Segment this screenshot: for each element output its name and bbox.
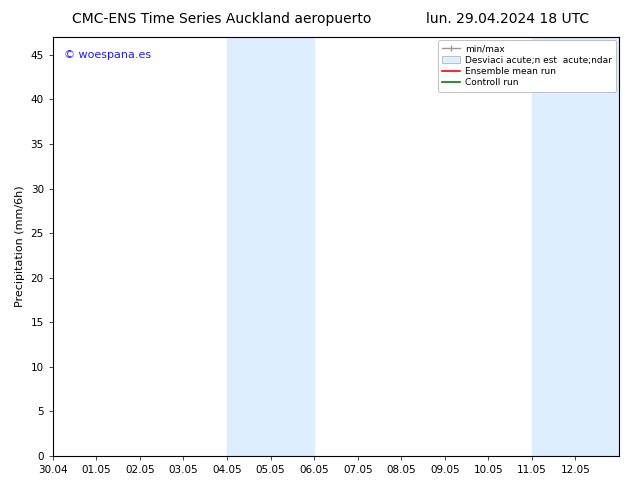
Bar: [227, 37, 314, 456]
Text: CMC-ENS Time Series Auckland aeropuerto: CMC-ENS Time Series Auckland aeropuerto: [72, 12, 372, 26]
Text: © woespana.es: © woespana.es: [64, 49, 152, 60]
Bar: [532, 37, 619, 456]
Text: lun. 29.04.2024 18 UTC: lun. 29.04.2024 18 UTC: [425, 12, 589, 26]
Y-axis label: Precipitation (mm/6h): Precipitation (mm/6h): [15, 186, 25, 307]
Legend: min/max, Desviaci acute;n est  acute;ndar, Ensemble mean run, Controll run: min/max, Desviaci acute;n est acute;ndar…: [438, 40, 616, 92]
